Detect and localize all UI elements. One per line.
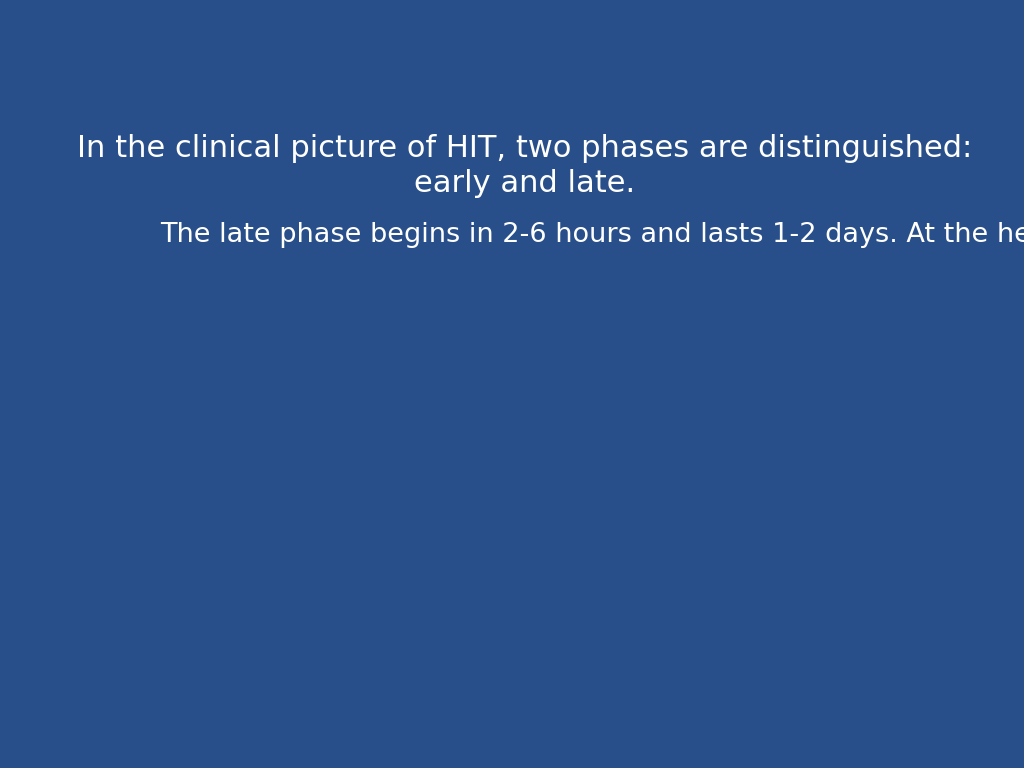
Text: In the clinical picture of HIT, two phases are distinguished:
early and late.: In the clinical picture of HIT, two phas… [77,134,973,198]
Text: The late phase begins in 2-6 hours and lasts 1-2 days. At the heart of this phas: The late phase begins in 2-6 hours and l… [160,222,1024,248]
